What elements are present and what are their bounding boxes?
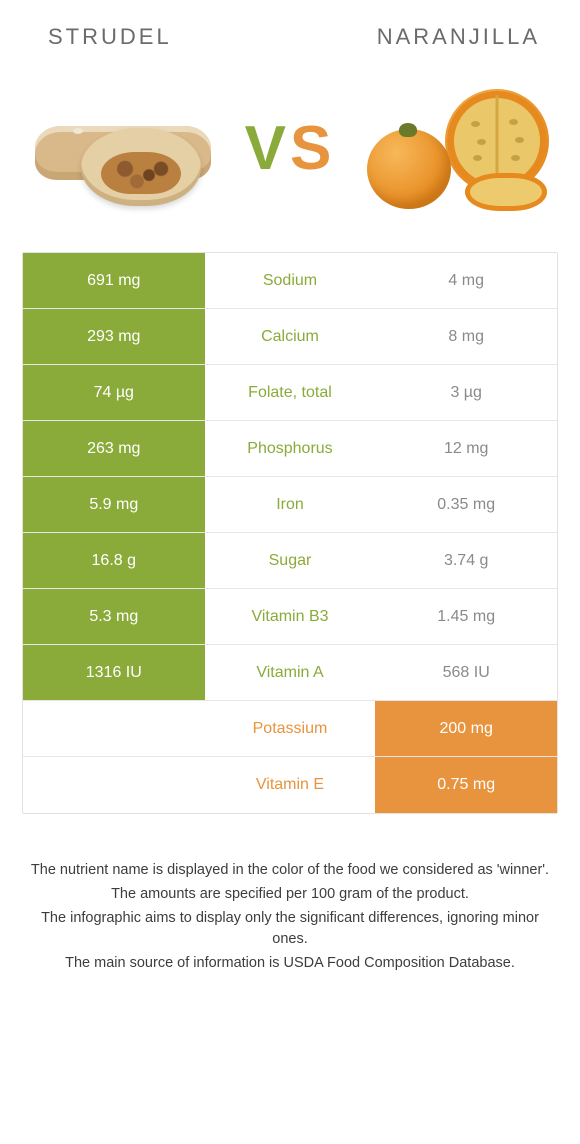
- right-value: 0.35 mg: [375, 477, 557, 532]
- nutrient-label: Vitamin B3: [205, 589, 376, 644]
- right-value: 0.75 mg: [375, 757, 557, 813]
- nutrient-label: Folate, total: [205, 365, 376, 420]
- nutrient-label: Calcium: [205, 309, 376, 364]
- title-row: STRUDEL NARANJILLA: [22, 24, 558, 50]
- note-line: The main source of information is USDA F…: [28, 953, 552, 975]
- nutrient-label: Iron: [205, 477, 376, 532]
- table-row: 293 mgCalcium8 mg: [23, 309, 557, 365]
- hero-row: VS: [22, 78, 558, 218]
- left-value: 263 mg: [23, 421, 205, 476]
- left-value: 74 µg: [23, 365, 205, 420]
- left-value: 0 mg: [23, 757, 205, 813]
- left-value: 691 mg: [23, 253, 205, 308]
- table-row: 5.9 mgIron0.35 mg: [23, 477, 557, 533]
- right-value: 12 mg: [375, 421, 557, 476]
- right-value: 3.74 g: [375, 533, 557, 588]
- nutrient-label: Potassium: [205, 701, 376, 756]
- left-value: 5.3 mg: [23, 589, 205, 644]
- left-value: 1316 IU: [23, 645, 205, 700]
- table-row: 16.8 gSugar3.74 g: [23, 533, 557, 589]
- nutrient-label: Vitamin A: [205, 645, 376, 700]
- vs-label: VS: [245, 113, 336, 184]
- table-row: 71 mgPotassium200 mg: [23, 701, 557, 757]
- table-row: 691 mgSodium4 mg: [23, 253, 557, 309]
- right-value: 568 IU: [375, 645, 557, 700]
- left-food-title: STRUDEL: [48, 24, 172, 50]
- strudel-icon: [28, 78, 218, 218]
- table-row: 0 mgVitamin E0.75 mg: [23, 757, 557, 813]
- right-value: 8 mg: [375, 309, 557, 364]
- right-value: 4 mg: [375, 253, 557, 308]
- table-row: 263 mgPhosphorus12 mg: [23, 421, 557, 477]
- right-value: 3 µg: [375, 365, 557, 420]
- table-row: 74 µgFolate, total3 µg: [23, 365, 557, 421]
- right-value: 1.45 mg: [375, 589, 557, 644]
- left-value: 5.9 mg: [23, 477, 205, 532]
- nutrient-label: Vitamin E: [205, 757, 376, 813]
- right-food-title: NARANJILLA: [377, 24, 540, 50]
- vs-s: S: [290, 113, 335, 184]
- naranjilla-icon: [362, 78, 552, 218]
- note-line: The infographic aims to display only the…: [28, 908, 552, 952]
- nutrient-label: Sodium: [205, 253, 376, 308]
- note-line: The nutrient name is displayed in the co…: [28, 860, 552, 882]
- footer-notes: The nutrient name is displayed in the co…: [22, 860, 558, 1007]
- vs-v: V: [245, 113, 290, 184]
- right-value: 200 mg: [375, 701, 557, 756]
- note-line: The amounts are specified per 100 gram o…: [28, 884, 552, 906]
- table-row: 1316 IUVitamin A568 IU: [23, 645, 557, 701]
- table-row: 5.3 mgVitamin B31.45 mg: [23, 589, 557, 645]
- left-value: 16.8 g: [23, 533, 205, 588]
- left-value: 293 mg: [23, 309, 205, 364]
- nutrient-label: Sugar: [205, 533, 376, 588]
- nutrient-label: Phosphorus: [205, 421, 376, 476]
- nutrient-table: 691 mgSodium4 mg293 mgCalcium8 mg74 µgFo…: [22, 252, 558, 814]
- left-value: 71 mg: [23, 701, 205, 756]
